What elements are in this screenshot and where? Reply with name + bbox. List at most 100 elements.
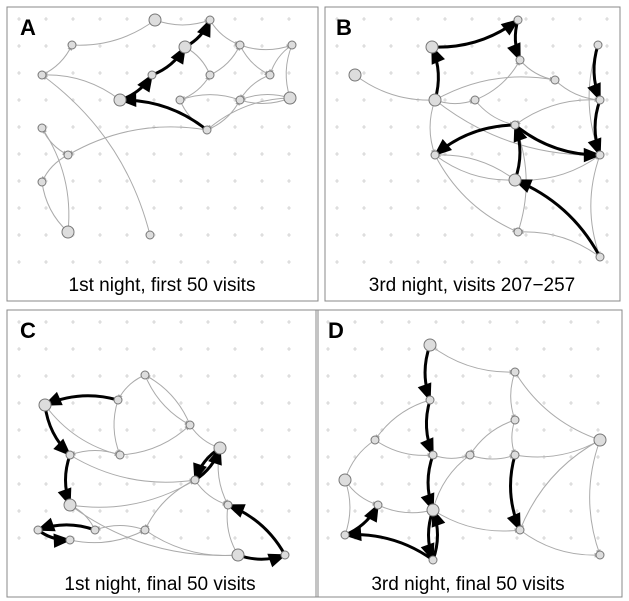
grid-cross: [389, 44, 393, 48]
grid-cross: [326, 401, 330, 405]
grid-cross: [389, 179, 393, 183]
transition: [239, 94, 291, 101]
transition: [239, 44, 293, 51]
grid-cross: [497, 152, 501, 156]
grid-cross: [524, 206, 528, 210]
flower-node: [113, 93, 127, 107]
transition: [434, 154, 519, 233]
grid-cross: [17, 536, 21, 540]
grid-cross: [44, 44, 48, 48]
grid-cross: [569, 536, 573, 540]
grid-cross: [17, 233, 21, 237]
grid-cross: [98, 71, 102, 75]
flower-node: [235, 95, 245, 105]
grid-cross: [179, 482, 183, 486]
flower-node: [515, 525, 525, 535]
grid-cross: [233, 482, 237, 486]
grid-cross: [569, 455, 573, 459]
transition: [226, 504, 239, 556]
grid-cross: [326, 320, 330, 324]
grid-cross: [179, 17, 183, 21]
grid-cross: [206, 98, 210, 102]
grid-cross: [461, 482, 465, 486]
strong-transition: [431, 508, 446, 561]
grid-cross: [416, 71, 420, 75]
grid-cross: [443, 98, 447, 102]
grid-cross: [260, 206, 264, 210]
transition: [41, 44, 73, 76]
flower-node: [145, 230, 155, 240]
grid-cross: [524, 152, 528, 156]
transition: [589, 439, 601, 556]
flower-node: [283, 91, 297, 105]
grid-cross: [461, 347, 465, 351]
strong-transition: [226, 503, 287, 556]
strong-transition: [36, 517, 96, 532]
grid-cross: [461, 536, 465, 540]
grid-cross: [596, 347, 600, 351]
grid-cross: [524, 125, 528, 129]
grid-cross: [152, 260, 156, 264]
grid-cross: [44, 428, 48, 432]
grid-cross: [578, 17, 582, 21]
grid-cross: [17, 374, 21, 378]
grid-cross: [515, 428, 519, 432]
strong-transition: [506, 454, 522, 532]
grid-cross: [407, 374, 411, 378]
grid-cross: [605, 71, 609, 75]
grid-cross: [605, 152, 609, 156]
flower-node: [37, 177, 47, 187]
transition: [519, 529, 601, 558]
strong-transition: [431, 18, 520, 49]
grid-cross: [434, 401, 438, 405]
transition: [519, 439, 601, 531]
strong-transition: [343, 526, 434, 562]
grid-cross: [542, 509, 546, 513]
transition: [217, 447, 229, 506]
grid-cross: [287, 428, 291, 432]
grid-cross: [353, 374, 357, 378]
grid-cross: [416, 206, 420, 210]
strong-transition: [37, 528, 72, 548]
grid-cross: [98, 179, 102, 183]
grid-cross: [152, 206, 156, 210]
flower-node: [65, 450, 75, 460]
flower-node: [428, 555, 438, 565]
grid-cross: [416, 233, 420, 237]
flower-node: [202, 125, 212, 135]
grid-cross: [461, 374, 465, 378]
panel-caption: 3rd night, visits 207−257: [369, 275, 576, 296]
grid-cross: [569, 320, 573, 324]
grid-cross: [470, 17, 474, 21]
grid-cross: [152, 44, 156, 48]
grid-cross: [152, 482, 156, 486]
transition: [209, 44, 241, 76]
grid-cross: [380, 482, 384, 486]
grid-cross: [17, 179, 21, 183]
grid-cross: [497, 206, 501, 210]
grid-cross: [260, 374, 264, 378]
flower-node: [513, 15, 523, 25]
grid-cross: [389, 152, 393, 156]
grid-cross: [152, 509, 156, 513]
grid-cross: [17, 17, 21, 21]
grid-cross: [551, 17, 555, 21]
grid-cross: [125, 509, 129, 513]
grid-cross: [335, 233, 339, 237]
flower-node: [426, 503, 440, 517]
transition: [41, 74, 151, 236]
flower-node: [140, 370, 150, 380]
grid-cross: [353, 482, 357, 486]
grid-cross: [443, 125, 447, 129]
grid-cross: [515, 401, 519, 405]
grid-cross: [524, 98, 528, 102]
flower-node: [175, 95, 185, 105]
grid-cross: [152, 179, 156, 183]
flower-node: [147, 70, 157, 80]
panel-frame: [315, 309, 623, 598]
grid-cross: [233, 536, 237, 540]
grid-cross: [260, 401, 264, 405]
grid-cross: [596, 401, 600, 405]
grid-cross: [125, 71, 129, 75]
